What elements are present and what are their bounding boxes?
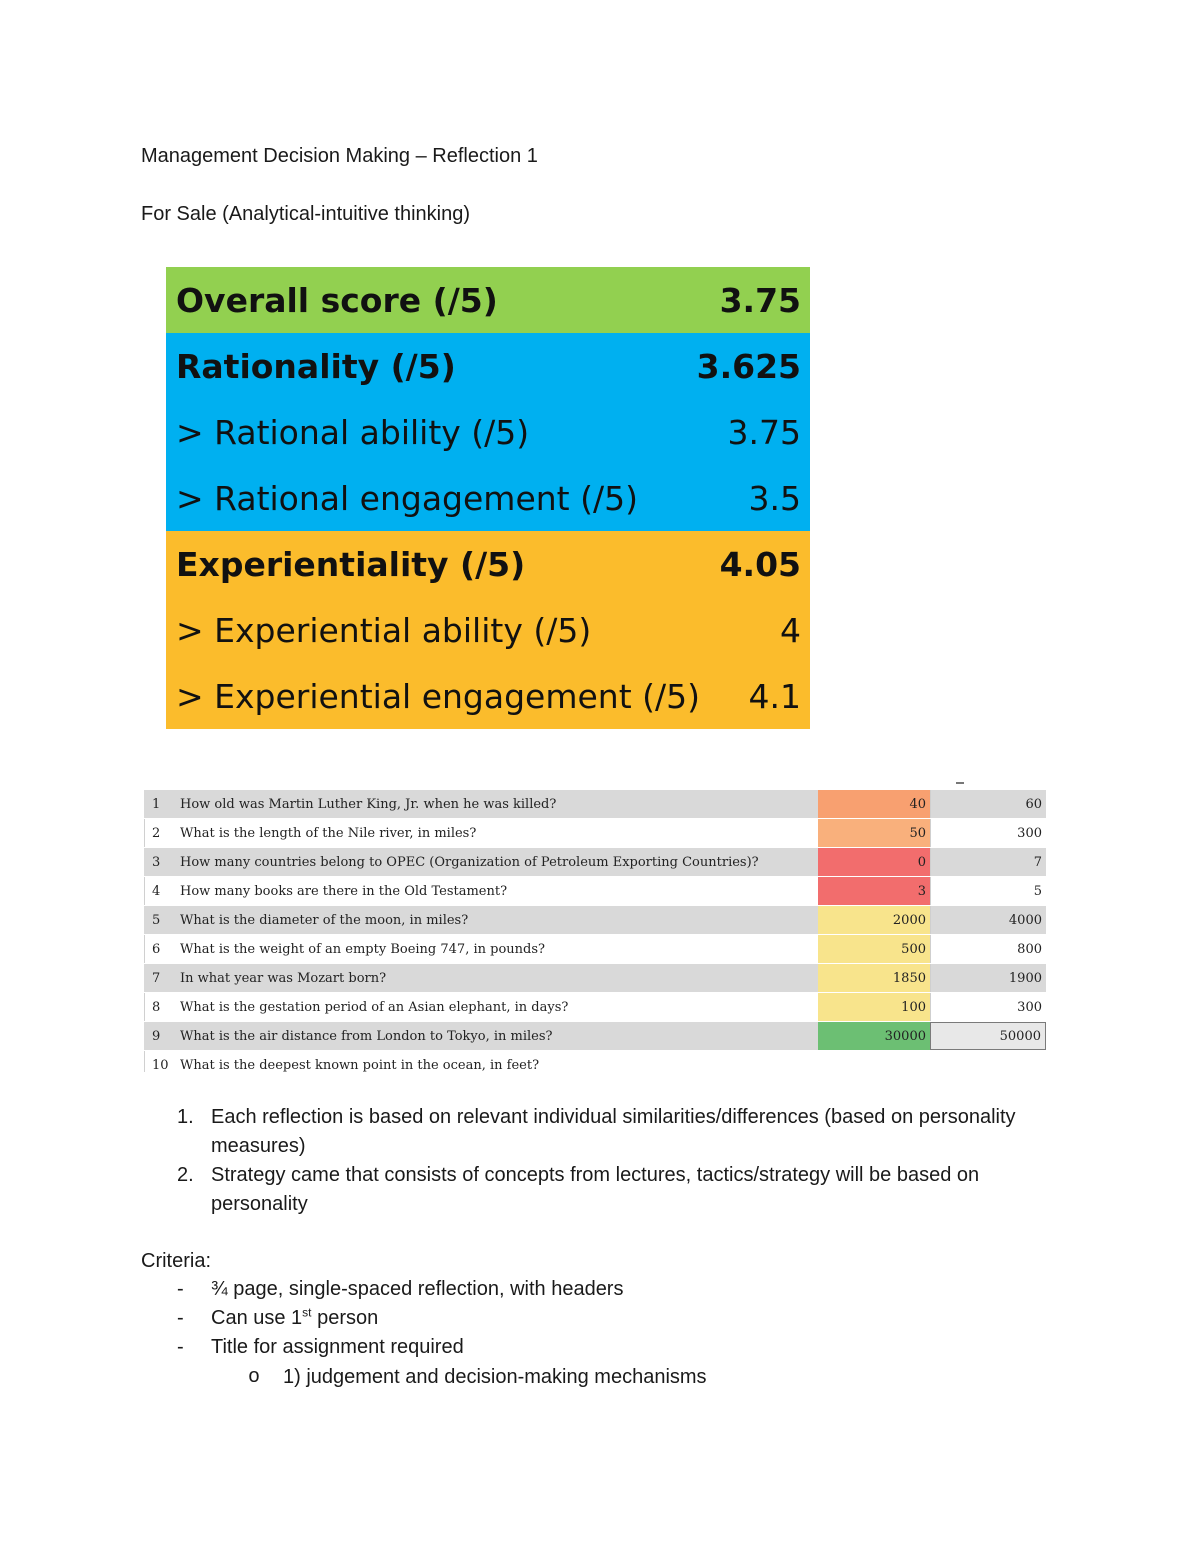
score-row-experiential-engagement: > Experiential engagement (/5) 4.1 [166,663,810,729]
low-estimate-cell[interactable]: 2000 [818,906,930,934]
high-estimate-cell[interactable]: 7 [930,848,1046,876]
high-estimate-cell[interactable]: 300 [930,993,1046,1021]
list-item-text: Strategy came that consists of concepts … [211,1164,980,1215]
low-estimate-cell[interactable]: 100 [818,993,930,1021]
low-estimate-cell[interactable]: 30000 [818,1022,930,1050]
dash-bullet: - [177,1336,184,1358]
table-row: 9 What is the air distance from London t… [144,1021,1046,1050]
question-number: 4 [152,883,161,899]
score-row-overall: Overall score (/5) 3.75 [166,267,810,333]
score-label: Rationality (/5) [176,346,456,386]
table-row: 2 What is the length of the Nile river, … [144,818,1046,847]
question-text: How old was Martin Luther King, Jr. when… [178,790,818,818]
criteria-item: Title for assignment required [211,1336,464,1358]
circle-bullet: o [248,1366,261,1389]
document-title: Management Decision Making – Reflection … [141,145,538,167]
table-corner-mark [956,782,964,784]
dash-bullet: - [177,1307,184,1329]
table-row: 5 What is the diameter of the moon, in m… [144,905,1046,934]
question-text: What is the diameter of the moon, in mil… [178,906,818,934]
list-number: 2. [177,1164,194,1186]
question-number: 10 [152,1057,169,1073]
document-subtitle: For Sale (Analytical-intuitive thinking) [141,203,471,225]
criteria-heading: Criteria: [141,1250,212,1272]
high-estimate-cell[interactable]: 300 [930,819,1046,847]
high-estimate-cell-selected[interactable]: 50000 [930,1022,1046,1050]
high-estimate-cell[interactable]: 5 [930,877,1046,905]
question-number: 1 [144,790,178,818]
question-number: 7 [144,964,178,992]
dash-bullet: - [177,1278,184,1300]
question-number: 9 [144,1022,178,1050]
question-text: What is the length of the Nile river, in… [180,825,477,841]
question-number: 5 [144,906,178,934]
score-label: > Rational ability (/5) [176,412,530,452]
low-estimate-cell[interactable]: 1850 [818,964,930,992]
score-label: > Experiential ability (/5) [176,610,592,650]
question-number: 6 [152,941,161,957]
high-estimate-cell[interactable]: 60 [930,790,1046,818]
question-text: What is the gestation period of an Asian… [180,999,569,1015]
estimation-questions-table: 1 How old was Martin Luther King, Jr. wh… [144,790,1046,1079]
score-label: Overall score (/5) [176,280,498,320]
list-item-text: Each reflection is based on relevant ind… [211,1106,1016,1157]
criteria-item: ¾ page, single-spaced reflection, with h… [211,1278,624,1300]
question-number: 8 [152,999,161,1015]
criteria-item-tail: person [311,1307,379,1329]
score-label: > Rational engagement (/5) [176,478,638,518]
low-estimate-cell[interactable]: 50 [818,819,930,847]
score-row-rationality: Rationality (/5) 3.625 [166,333,810,399]
score-value: 3.625 [696,346,801,386]
question-text: What is the weight of an empty Boeing 74… [180,941,545,957]
low-estimate-cell[interactable] [818,1051,930,1079]
question-number: 2 [152,825,161,841]
low-estimate-cell[interactable]: 40 [818,790,930,818]
table-row: 3 How many countries belong to OPEC (Org… [144,847,1046,876]
score-value: 3.75 [727,412,801,452]
high-estimate-cell[interactable] [930,1051,1046,1079]
score-row-rational-ability: > Rational ability (/5) 3.75 [166,399,810,465]
high-estimate-cell[interactable]: 4000 [930,906,1046,934]
score-value: 3.5 [748,478,801,518]
criteria-item: Can use 1st person [211,1304,378,1333]
score-row-rational-engagement: > Rational engagement (/5) 3.5 [166,465,810,531]
score-row-experientiality: Experientiality (/5) 4.05 [166,531,810,597]
question-number: 3 [144,848,178,876]
list-number: 1. [177,1106,194,1128]
question-text: What is the air distance from London to … [178,1022,818,1050]
score-label: > Experiential engagement (/5) [176,676,701,716]
criteria-item-text: Can use 1 [211,1307,303,1329]
table-row: 8 What is the gestation period of an Asi… [144,992,1046,1021]
score-value: 4 [780,610,801,650]
table-row: 7 In what year was Mozart born? 1850 190… [144,963,1046,992]
low-estimate-cell[interactable]: 500 [818,935,930,963]
score-value: 3.75 [719,280,801,320]
criteria-sub-item: 1) judgement and decision-making mechani… [283,1366,707,1388]
question-text: In what year was Mozart born? [178,964,818,992]
score-row-experiential-ability: > Experiential ability (/5) 4 [166,597,810,663]
low-estimate-cell[interactable]: 0 [818,848,930,876]
score-value: 4.05 [719,544,801,584]
table-row: 1 How old was Martin Luther King, Jr. wh… [144,790,1046,818]
low-estimate-cell[interactable]: 3 [818,877,930,905]
score-table: Overall score (/5) 3.75 Rationality (/5)… [166,267,810,729]
table-row: 10 What is the deepest known point in th… [144,1050,1046,1079]
ordinal-suffix: st [302,1305,312,1320]
score-label: Experientiality (/5) [176,544,526,584]
table-row: 4 How many books are there in the Old Te… [144,876,1046,905]
question-text: What is the deepest known point in the o… [180,1057,540,1073]
table-row: 6 What is the weight of an empty Boeing … [144,934,1046,963]
score-value: 4.1 [748,676,801,716]
question-text: How many books are there in the Old Test… [180,883,508,899]
high-estimate-cell[interactable]: 800 [930,935,1046,963]
question-text: How many countries belong to OPEC (Organ… [178,848,818,876]
high-estimate-cell[interactable]: 1900 [930,964,1046,992]
